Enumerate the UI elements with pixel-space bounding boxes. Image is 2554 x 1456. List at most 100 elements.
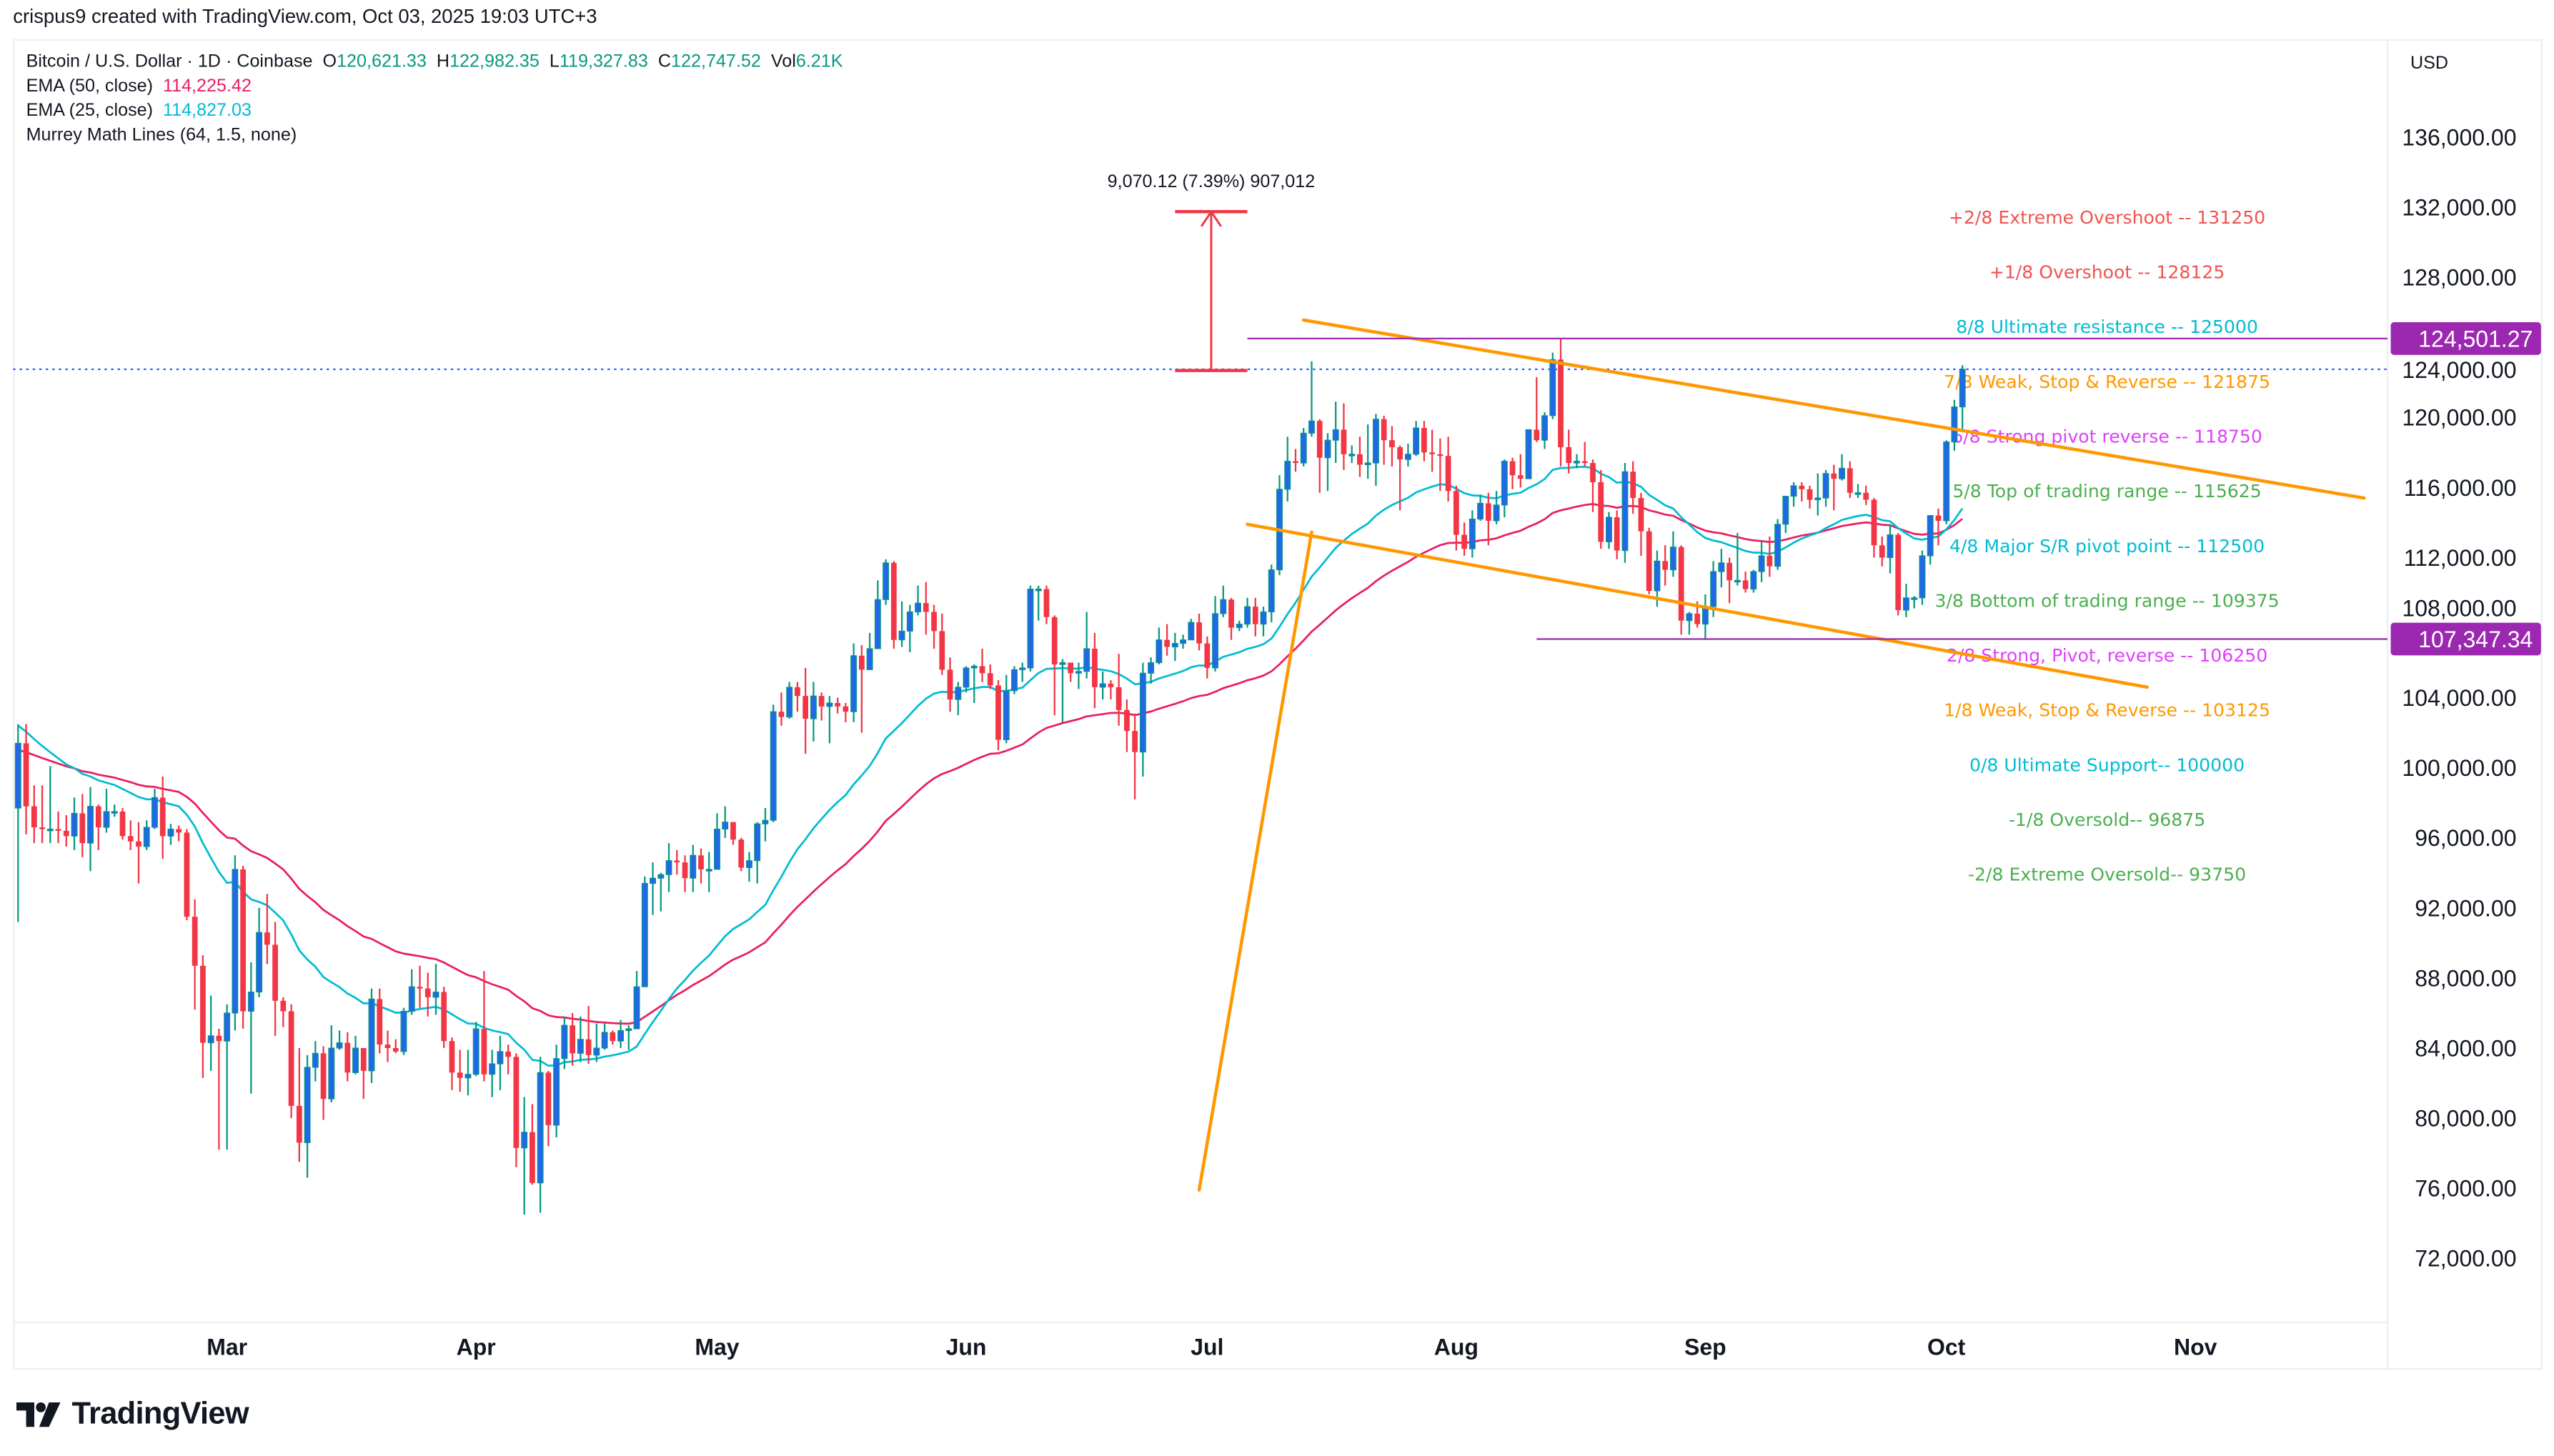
- candle[interactable]: [1501, 459, 1508, 518]
- candle[interactable]: [224, 1004, 231, 1150]
- candle[interactable]: [1300, 427, 1307, 467]
- candle[interactable]: [754, 822, 761, 884]
- trend-line[interactable]: [1301, 318, 2366, 500]
- candle[interactable]: [1598, 469, 1604, 549]
- candle[interactable]: [1943, 440, 1950, 524]
- candle[interactable]: [1228, 597, 1234, 640]
- candle[interactable]: [690, 844, 697, 892]
- candle[interactable]: [529, 1104, 535, 1185]
- candle[interactable]: [1541, 412, 1548, 449]
- candle[interactable]: [1678, 545, 1684, 635]
- candle[interactable]: [312, 1041, 319, 1082]
- candle[interactable]: [159, 776, 166, 859]
- candle[interactable]: [400, 1007, 407, 1055]
- candle[interactable]: [1903, 584, 1909, 617]
- candle[interactable]: [1293, 449, 1298, 472]
- candle[interactable]: [1566, 429, 1572, 474]
- candle[interactable]: [1364, 424, 1371, 479]
- candle[interactable]: [1381, 415, 1387, 465]
- candle[interactable]: [1244, 597, 1251, 628]
- tradingview-logo[interactable]: TradingView: [16, 1397, 249, 1433]
- candle[interactable]: [923, 582, 929, 635]
- candle[interactable]: [1734, 533, 1741, 586]
- candle[interactable]: [1782, 496, 1789, 534]
- candle[interactable]: [835, 697, 841, 714]
- candle[interactable]: [883, 559, 890, 605]
- candle[interactable]: [256, 907, 263, 997]
- candle[interactable]: [1148, 657, 1155, 684]
- candle[interactable]: [368, 988, 375, 1084]
- candle[interactable]: [915, 585, 922, 616]
- candle[interactable]: [778, 692, 785, 726]
- candle[interactable]: [1260, 607, 1267, 637]
- trend-line[interactable]: [1246, 522, 2150, 689]
- candle[interactable]: [1726, 557, 1733, 604]
- candle[interactable]: [1389, 426, 1395, 467]
- candle[interactable]: [1509, 457, 1516, 489]
- candle[interactable]: [216, 1029, 222, 1150]
- candle[interactable]: [1068, 662, 1074, 682]
- candle[interactable]: [384, 1030, 391, 1062]
- candle[interactable]: [1051, 615, 1058, 716]
- candle[interactable]: [1895, 533, 1902, 616]
- candle[interactable]: [1348, 445, 1356, 464]
- candle[interactable]: [705, 852, 712, 892]
- candle[interactable]: [545, 1070, 552, 1147]
- candle[interactable]: [1139, 662, 1146, 777]
- candle[interactable]: [449, 1037, 455, 1090]
- candle[interactable]: [745, 852, 752, 882]
- candle[interactable]: [1493, 491, 1500, 524]
- candle[interactable]: [1549, 352, 1556, 419]
- candle[interactable]: [570, 1012, 575, 1066]
- candle[interactable]: [23, 724, 29, 834]
- candle[interactable]: [408, 969, 415, 1015]
- legend-ema50-row[interactable]: EMA (50, close) 114,225.42: [26, 75, 843, 99]
- candle[interactable]: [617, 1019, 625, 1049]
- candle[interactable]: [127, 820, 134, 850]
- candle[interactable]: [1332, 402, 1339, 464]
- candle[interactable]: [1357, 437, 1363, 477]
- candle[interactable]: [1919, 550, 1926, 605]
- candle[interactable]: [810, 682, 817, 742]
- candle[interactable]: [1092, 632, 1098, 709]
- candle[interactable]: [497, 1035, 504, 1090]
- candle[interactable]: [232, 855, 239, 1031]
- candle[interactable]: [1196, 613, 1202, 651]
- candle[interactable]: [1807, 485, 1813, 509]
- candle[interactable]: [1485, 492, 1491, 546]
- candle[interactable]: [818, 692, 825, 721]
- candle[interactable]: [1011, 666, 1018, 694]
- candle[interactable]: [1220, 585, 1227, 617]
- candle[interactable]: [553, 1044, 560, 1138]
- candle[interactable]: [1204, 636, 1211, 679]
- candle[interactable]: [843, 702, 849, 722]
- candle[interactable]: [272, 922, 278, 1036]
- candle[interactable]: [1404, 444, 1411, 467]
- candle[interactable]: [1469, 510, 1476, 558]
- candle[interactable]: [1043, 585, 1050, 624]
- candle[interactable]: [1742, 572, 1749, 593]
- candle[interactable]: [31, 785, 37, 844]
- candle[interactable]: [963, 666, 970, 693]
- candle[interactable]: [1662, 545, 1669, 586]
- candle[interactable]: [1750, 569, 1757, 593]
- candle[interactable]: [1413, 421, 1420, 457]
- candle[interactable]: [561, 1016, 568, 1069]
- candle[interactable]: [537, 1057, 544, 1213]
- candle[interactable]: [906, 604, 913, 652]
- candle[interactable]: [377, 988, 383, 1054]
- candle[interactable]: [682, 855, 688, 892]
- candle[interactable]: [1831, 464, 1837, 511]
- candle[interactable]: [71, 797, 78, 850]
- candle[interactable]: [1767, 537, 1773, 577]
- candle[interactable]: [1606, 512, 1612, 549]
- candle[interactable]: [803, 667, 809, 754]
- price-range-measure[interactable]: 9,070.12 (7.39%) 907,012: [1108, 171, 1316, 372]
- candle[interactable]: [1212, 596, 1219, 672]
- candle[interactable]: [1701, 594, 1709, 640]
- candle[interactable]: [1534, 377, 1540, 442]
- candle[interactable]: [489, 1049, 496, 1097]
- candle[interactable]: [890, 561, 897, 649]
- candle[interactable]: [240, 865, 247, 1029]
- candle[interactable]: [288, 1004, 294, 1119]
